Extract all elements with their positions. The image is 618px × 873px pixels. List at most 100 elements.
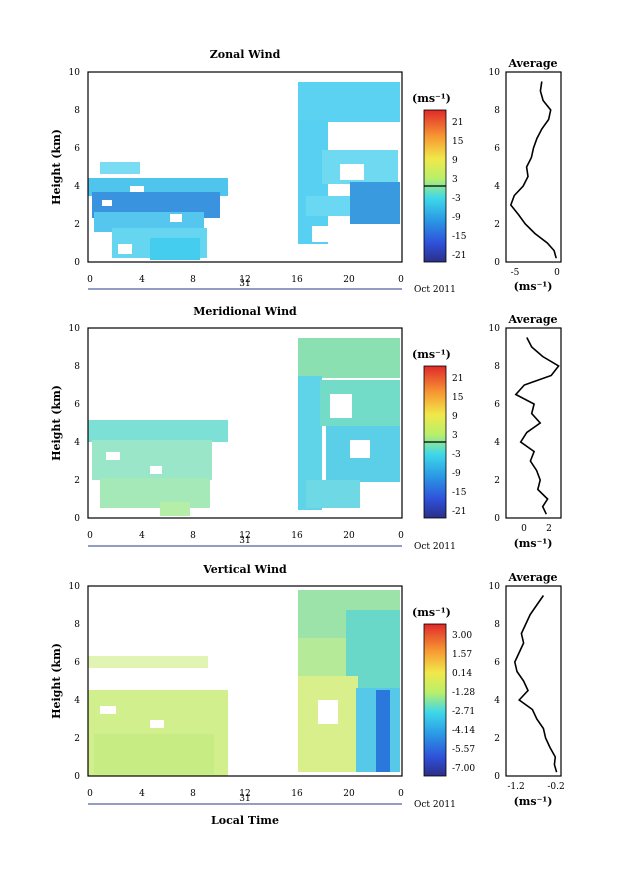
panel-title: Meridional Wind	[193, 305, 297, 318]
panel-title: Vertical Wind	[202, 563, 287, 576]
profile-unit: (ms⁻¹)	[514, 537, 553, 550]
x-axis: 0 4 8 12 16 20 0	[87, 531, 404, 541]
y-axis: 0 2 4 6 8 10 Height (km)	[50, 582, 80, 782]
profile-x-tick: -5	[511, 268, 520, 278]
x-tick-label: 4	[139, 275, 145, 285]
colorbar-tick: 3	[452, 431, 458, 441]
y-tick-label: 6	[74, 400, 80, 410]
profile-title: Average	[507, 313, 557, 326]
x-tick-label: 20	[343, 275, 355, 285]
profile-unit: (ms⁻¹)	[514, 280, 553, 293]
x-axis: 0 4 8 12 16 20 0	[87, 789, 404, 799]
colorbar-tick: 21	[452, 118, 463, 128]
y-tick-label: 8	[74, 106, 80, 116]
x-tick-label: 4	[139, 531, 145, 541]
colorbar-tick: 15	[452, 137, 464, 147]
colorbar-tick: 9	[452, 156, 458, 166]
y-axis: 0 2 4 6 8 10 Height (km)	[50, 68, 80, 268]
profile-y-tick: 0	[494, 514, 500, 524]
x-tick-label: 16	[291, 275, 303, 285]
y-tick-label: 4	[74, 182, 80, 192]
colorbar-tick: 0.14	[452, 669, 472, 679]
x-tick-label: 16	[291, 531, 303, 541]
profile-y-tick: 4	[494, 696, 500, 706]
colorbar-fill	[423, 623, 447, 777]
date-day: 31	[239, 279, 250, 289]
profile-y-tick: 0	[494, 258, 500, 268]
y-axis-label: Height (km)	[50, 643, 63, 719]
panel-meridional: Meridional Wind 0 4 8 12 16 20 0	[50, 305, 562, 552]
profile-x-tick: 0	[521, 524, 527, 534]
colorbar-tick: -9	[452, 213, 461, 223]
date-month: Oct 2011	[414, 800, 456, 810]
colorbar-tick: -21	[452, 251, 467, 261]
colorbar-tick: -15	[452, 488, 467, 498]
colorbar: (ms⁻¹) 3.00 1.57 0.14 -1.28 -2.71 -4.14 …	[412, 606, 475, 777]
profile-frame	[505, 585, 562, 777]
profile-y-tick: 2	[494, 476, 500, 486]
profile-unit: (ms⁻¹)	[514, 795, 553, 808]
profile-y-tick: 2	[494, 220, 500, 230]
colorbar-tick: -3	[452, 194, 461, 204]
panel-title: Zonal Wind	[210, 48, 281, 61]
date-row: 31 Oct 2011	[88, 794, 456, 810]
heatmap-frame	[87, 71, 403, 263]
profile-vertical: Average 0 2 4 6 8 10 -1.2 -0.2 (ms⁻¹)	[489, 571, 565, 808]
colorbar-tick: -4.14	[452, 726, 475, 736]
profile-y-tick: 10	[489, 582, 501, 592]
y-tick-label: 6	[74, 658, 80, 668]
date-day: 31	[239, 536, 250, 546]
panel-zonal: Zonal Wind	[50, 48, 562, 295]
profile-line	[509, 81, 557, 259]
colorbar-unit: (ms⁻¹)	[412, 92, 451, 105]
colorbar-unit: (ms⁻¹)	[412, 606, 451, 619]
y-tick-label: 2	[74, 476, 80, 486]
profile-x-tick: 2	[546, 524, 552, 534]
colorbar-tick: -15	[452, 232, 467, 242]
y-axis-label: Height (km)	[50, 385, 63, 461]
profile-title: Average	[507, 571, 557, 584]
profile-x-tick: -0.2	[547, 782, 564, 792]
y-tick-label: 4	[74, 438, 80, 448]
heatmap-frame	[87, 585, 403, 777]
profile-frame	[505, 71, 562, 263]
x-tick-label: 8	[190, 275, 196, 285]
x-tick-label: 20	[343, 789, 355, 799]
profile-meridional: Average 0 2 4 6 8 10 0 2 (ms⁻¹)	[489, 313, 562, 550]
y-tick-label: 10	[69, 582, 81, 592]
heatmap-area	[88, 82, 400, 260]
colorbar-tick: -5.57	[452, 745, 475, 755]
colorbar-tick: -21	[452, 507, 467, 517]
x-tick-label: 12	[239, 275, 250, 285]
profile-y-tick: 4	[494, 438, 500, 448]
date-row: 31 Oct 2011	[88, 279, 456, 295]
profile-y-tick: 8	[494, 106, 500, 116]
y-tick-label: 0	[74, 772, 80, 782]
colorbar-tick: 15	[452, 393, 464, 403]
x-tick-label: 0	[398, 789, 404, 799]
y-tick-label: 4	[74, 696, 80, 706]
y-tick-label: 2	[74, 734, 80, 744]
y-tick-label: 10	[69, 68, 81, 78]
y-tick-label: 0	[74, 514, 80, 524]
x-axis-label: Local Time	[211, 814, 279, 827]
date-month: Oct 2011	[414, 542, 456, 552]
x-tick-label: 0	[398, 275, 404, 285]
colorbar-tick: -9	[452, 469, 461, 479]
colorbar-unit: (ms⁻¹)	[412, 348, 451, 361]
colorbar-tick: 1.57	[452, 650, 472, 660]
profile-y-tick: 6	[494, 658, 500, 668]
colorbar-tick: -7.00	[452, 764, 475, 774]
x-tick-label: 0	[87, 275, 93, 285]
x-tick-label: 12	[239, 531, 250, 541]
blank-patches	[102, 128, 364, 254]
x-tick-label: 0	[398, 531, 404, 541]
x-tick-label: 16	[291, 789, 303, 799]
heatmap-frame	[87, 327, 403, 519]
panel-vertical: Vertical Wind 0 4 8 12 16 20 0	[50, 563, 565, 827]
x-tick-label: 8	[190, 789, 196, 799]
colorbar: (ms⁻¹) 21 15 9 3 -3 -9 -15 -21	[412, 92, 467, 263]
profile-y-tick: 10	[489, 324, 501, 334]
wind-blocks-vertical	[88, 590, 400, 776]
